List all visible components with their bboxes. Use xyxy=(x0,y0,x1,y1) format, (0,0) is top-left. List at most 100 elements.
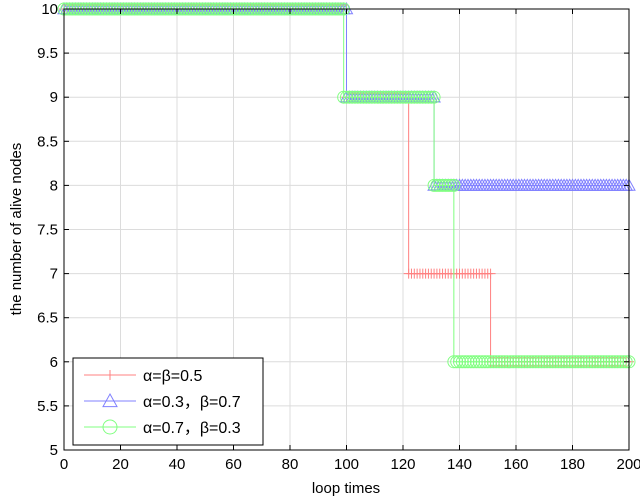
circle-marker xyxy=(464,355,478,369)
circle-marker xyxy=(433,178,447,192)
circle-marker xyxy=(599,355,613,369)
circle-marker xyxy=(371,90,385,104)
y-tick-label: 8.5 xyxy=(37,133,58,150)
circle-marker xyxy=(450,355,464,369)
circle-marker xyxy=(481,355,495,369)
circle-marker xyxy=(469,355,483,369)
circle-marker xyxy=(404,90,418,104)
x-tick-label: 120 xyxy=(390,456,415,473)
circle-marker xyxy=(546,355,560,369)
circle-marker xyxy=(574,355,588,369)
circle-marker xyxy=(512,355,526,369)
y-tick-label: 6.5 xyxy=(37,310,58,327)
circle-marker xyxy=(441,178,455,192)
circle-marker xyxy=(388,90,402,104)
circle-marker xyxy=(475,355,489,369)
circle-marker xyxy=(591,355,605,369)
circle-marker xyxy=(402,90,416,104)
x-tick-label: 40 xyxy=(169,456,186,473)
y-axis-title: the number of alive nodes xyxy=(8,143,25,316)
series-line xyxy=(64,8,629,363)
circle-marker xyxy=(472,355,486,369)
circle-marker xyxy=(444,178,458,192)
circle-marker xyxy=(356,90,370,104)
y-tick-label: 5.5 xyxy=(37,398,58,415)
circle-marker xyxy=(424,90,438,104)
circle-marker xyxy=(453,355,466,369)
triangle-marker xyxy=(102,392,118,408)
circle-marker xyxy=(413,90,427,104)
circle-marker xyxy=(337,90,351,104)
legend: α=β=0.5 α=0.3，β=0.7 α=0.7，β=0.3 xyxy=(72,357,264,446)
circle-marker xyxy=(458,355,472,369)
circle-marker xyxy=(597,355,611,369)
circle-marker xyxy=(495,355,509,369)
circle-marker xyxy=(602,355,616,369)
circle-marker xyxy=(498,355,512,369)
plus-marker xyxy=(485,268,496,279)
circle-marker xyxy=(534,355,548,369)
circle-marker xyxy=(585,355,599,369)
circle-marker xyxy=(515,355,529,369)
circle-marker xyxy=(478,355,492,369)
circle-marker xyxy=(351,90,365,104)
circle-marker xyxy=(385,90,399,104)
circle-marker xyxy=(611,355,625,369)
circle-marker xyxy=(362,90,376,104)
circle-marker xyxy=(501,355,515,369)
circle-marker xyxy=(529,355,543,369)
circle-marker xyxy=(537,355,551,369)
circle-marker xyxy=(396,90,410,104)
circle-marker xyxy=(566,355,579,369)
circle-marker xyxy=(421,90,435,104)
circle-marker xyxy=(419,90,433,104)
circle-marker xyxy=(571,355,585,369)
series-layer xyxy=(57,1,636,369)
circle-marker xyxy=(345,90,359,104)
circle-marker xyxy=(549,355,563,369)
x-tick-label: 80 xyxy=(282,456,299,473)
circle-marker xyxy=(373,90,387,104)
y-tick-label: 5 xyxy=(50,442,58,459)
circle-marker xyxy=(532,355,546,369)
circle-marker xyxy=(526,355,540,369)
circle-marker xyxy=(348,90,362,104)
x-tick-label: 60 xyxy=(225,456,242,473)
legend-label: α=0.7，β=0.3 xyxy=(143,420,241,437)
circle-marker xyxy=(416,90,430,104)
circle-marker xyxy=(568,355,582,369)
circle-marker xyxy=(359,90,373,104)
circle-marker xyxy=(342,90,356,104)
circle-marker xyxy=(410,90,424,104)
circle-marker xyxy=(605,355,619,369)
x-tick-label: 160 xyxy=(503,456,528,473)
circle-marker xyxy=(543,355,557,369)
circle-marker xyxy=(509,355,523,369)
ticks: 0 20 40 60 80 100 120 140 160 180 200 5 5.5 6 6.5 7 7.5 8… xyxy=(37,1,640,473)
circle-marker xyxy=(594,355,608,369)
y-tick-label: 6 xyxy=(50,354,58,371)
circle-marker xyxy=(447,355,461,369)
circle-marker xyxy=(489,355,503,369)
circle-marker xyxy=(517,355,531,369)
circle-marker xyxy=(379,90,393,104)
x-axis-title: loop times xyxy=(312,480,380,497)
circle-marker xyxy=(399,90,413,104)
x-tick-label: 20 xyxy=(112,456,129,473)
circle-marker xyxy=(551,355,565,369)
circle-marker xyxy=(492,355,506,369)
circle-marker xyxy=(486,355,500,369)
circle-marker xyxy=(503,355,517,369)
circle-marker xyxy=(436,178,450,192)
circle-marker xyxy=(523,355,537,369)
circle-marker xyxy=(577,355,591,369)
circle-marker xyxy=(560,355,574,369)
plus-marker xyxy=(105,370,115,380)
x-tick-label: 200 xyxy=(616,456,640,473)
circle-marker xyxy=(368,90,382,104)
circle-marker xyxy=(467,355,481,369)
circle-marker xyxy=(354,90,368,104)
circle-marker xyxy=(427,178,441,192)
circle-marker xyxy=(376,90,390,104)
x-tick-label: 100 xyxy=(334,456,359,473)
